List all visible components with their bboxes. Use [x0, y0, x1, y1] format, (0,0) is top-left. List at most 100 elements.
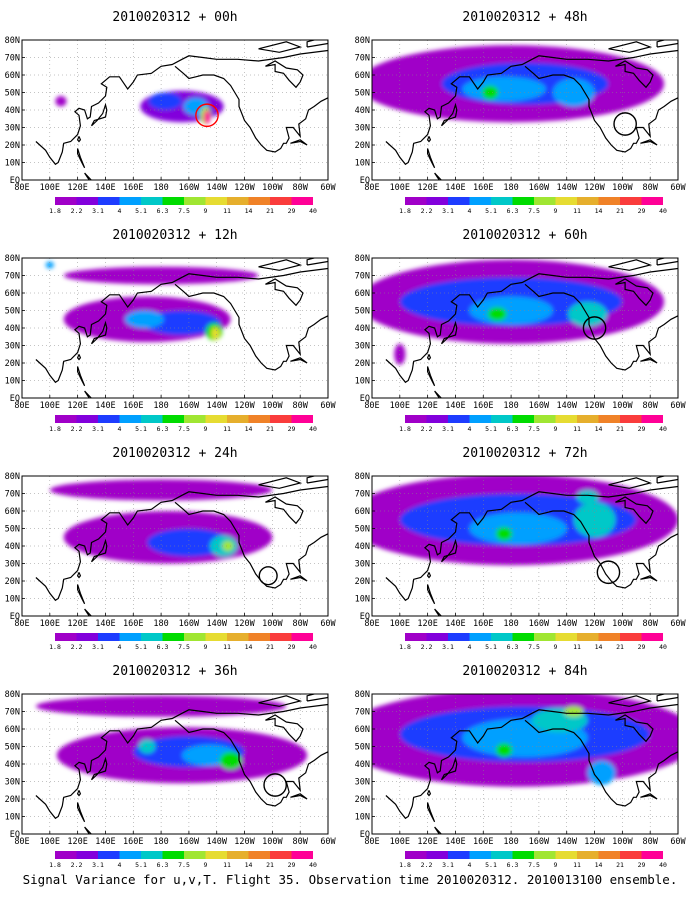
x-tick-label: 80W — [643, 401, 659, 411]
map-svg: EQ 10N 20N 30N 40N 50N 60N 70N 80N 80E 100E 120E 140… — [5, 254, 337, 433]
coastline — [290, 139, 308, 146]
map-svg: EQ 10N 20N 30N 40N 50N 60N 70N 80N 80E 100E 120E 140… — [355, 472, 687, 651]
x-tick-label: 100W — [262, 837, 283, 847]
x-tick-label: 140E — [95, 837, 115, 847]
colorbar-label: 3.1 — [92, 643, 104, 651]
colorbar-label: 11 — [573, 425, 581, 433]
colorbar-label: 5.1 — [485, 643, 497, 651]
colorbar-swatch — [55, 197, 77, 205]
x-tick-label: 180 — [503, 619, 518, 629]
colorbar-swatch — [270, 851, 292, 859]
y-tick-label: 50N — [355, 89, 370, 99]
colorbar-swatch — [426, 851, 448, 859]
x-tick-label: 160W — [529, 619, 550, 629]
map-svg: EQ 10N 20N 30N 40N 50N 60N 70N 80N 80E 100E 120E 140… — [5, 472, 337, 651]
colorbar-swatch — [491, 197, 513, 205]
coastline — [90, 756, 108, 781]
x-tick-label: 120W — [584, 619, 605, 629]
colorbar-label: 29 — [638, 861, 646, 869]
coastline — [615, 60, 654, 89]
coastline — [385, 703, 678, 820]
colorbar-label: 1.8 — [49, 425, 61, 433]
colorbar-label: 40 — [309, 861, 317, 869]
colorbar-swatch — [270, 633, 292, 641]
colorbar-label: 1.8 — [399, 207, 411, 215]
coastline — [35, 267, 328, 384]
colorbar-label: 40 — [309, 207, 317, 215]
colorbar-swatch — [55, 851, 77, 859]
y-tick-label: 10N — [355, 377, 370, 387]
y-tick-label: 20N — [355, 795, 370, 805]
variance-contour — [222, 540, 234, 552]
y-tick-label: 10N — [355, 595, 370, 605]
coastline — [656, 40, 678, 48]
x-tick-label: 100E — [390, 401, 410, 411]
x-tick-label: 80E — [364, 183, 379, 193]
x-tick-label: 100W — [262, 183, 283, 193]
y-tick-label: 30N — [5, 560, 20, 570]
colorbar-label: 40 — [309, 425, 317, 433]
observation-circle — [263, 773, 287, 797]
coastline — [76, 572, 82, 579]
coastline — [265, 60, 304, 89]
colorbar-label: 1.8 — [49, 643, 61, 651]
coastline — [385, 267, 678, 384]
y-tick-label: 40N — [5, 324, 20, 334]
coastline — [440, 538, 458, 563]
x-tick-label: 140W — [556, 837, 577, 847]
coastline — [427, 366, 436, 387]
colorbar-swatch — [620, 415, 642, 423]
y-tick-label: 70N — [355, 272, 370, 282]
colorbar-swatch — [270, 197, 292, 205]
colorbar-label: 2.2 — [421, 425, 433, 433]
x-tick-label: 180 — [503, 837, 518, 847]
colorbar-label: 6.3 — [507, 643, 519, 651]
x-tick-label: 60W — [670, 837, 686, 847]
colorbar-label: 9 — [204, 643, 208, 651]
colorbar-swatch — [426, 633, 448, 641]
x-tick-label: 60W — [320, 619, 336, 629]
colorbar-swatch — [248, 633, 270, 641]
colorbar-label: 6.3 — [507, 207, 519, 215]
colorbar-label: 4 — [468, 207, 472, 215]
x-tick-label: 100W — [262, 619, 283, 629]
colorbar-label: 21 — [616, 643, 624, 651]
y-tick-label: 80N — [5, 690, 20, 700]
y-tick-label: 40N — [355, 542, 370, 552]
x-tick-label: 120W — [234, 401, 255, 411]
colorbar-label: 9 — [204, 207, 208, 215]
colorbar-swatch — [76, 633, 98, 641]
colorbar-label: 4 — [468, 643, 472, 651]
coastline — [427, 148, 436, 169]
y-tick-label: 20N — [355, 141, 370, 151]
observation-circle — [613, 112, 637, 136]
map-svg: EQ 10N 20N 30N 40N 50N 60N 70N 80N 80E 100E 120E 140… — [5, 36, 337, 215]
x-tick-label: 180 — [153, 183, 168, 193]
colorbar-label: 40 — [309, 643, 317, 651]
colorbar-label: 29 — [638, 425, 646, 433]
y-tick-label: 50N — [5, 307, 20, 317]
panel-title: 2010020312 + 24h — [112, 446, 238, 461]
colorbar-swatch — [534, 633, 556, 641]
coastline — [174, 283, 328, 371]
colorbar-swatch — [491, 415, 513, 423]
colorbar-swatch — [512, 851, 534, 859]
x-tick-label: 160W — [529, 401, 550, 411]
colorbar-swatch — [291, 415, 313, 423]
x-tick-label: 100E — [390, 183, 410, 193]
colorbar-label: 21 — [616, 861, 624, 869]
x-tick-label: 80E — [364, 401, 379, 411]
x-tick-label: 100E — [390, 619, 410, 629]
colorbar-swatch — [620, 197, 642, 205]
colorbar-swatch — [205, 197, 227, 205]
colorbar-swatch — [291, 633, 313, 641]
colorbar-swatch — [76, 415, 98, 423]
colorbar-label: 1.8 — [399, 643, 411, 651]
colorbar-label: 9 — [554, 207, 558, 215]
figure-caption: Signal Variance for u,v,T. Flight 35. Ob… — [22, 872, 678, 887]
x-tick-label: 160E — [473, 837, 493, 847]
variance-contour — [49, 479, 273, 501]
colorbar-swatch — [184, 851, 206, 859]
map-svg: EQ 10N 20N 30N 40N 50N 60N 70N 80N 80E 100E 120E 140… — [355, 254, 687, 433]
colorbar-swatch — [555, 415, 577, 423]
